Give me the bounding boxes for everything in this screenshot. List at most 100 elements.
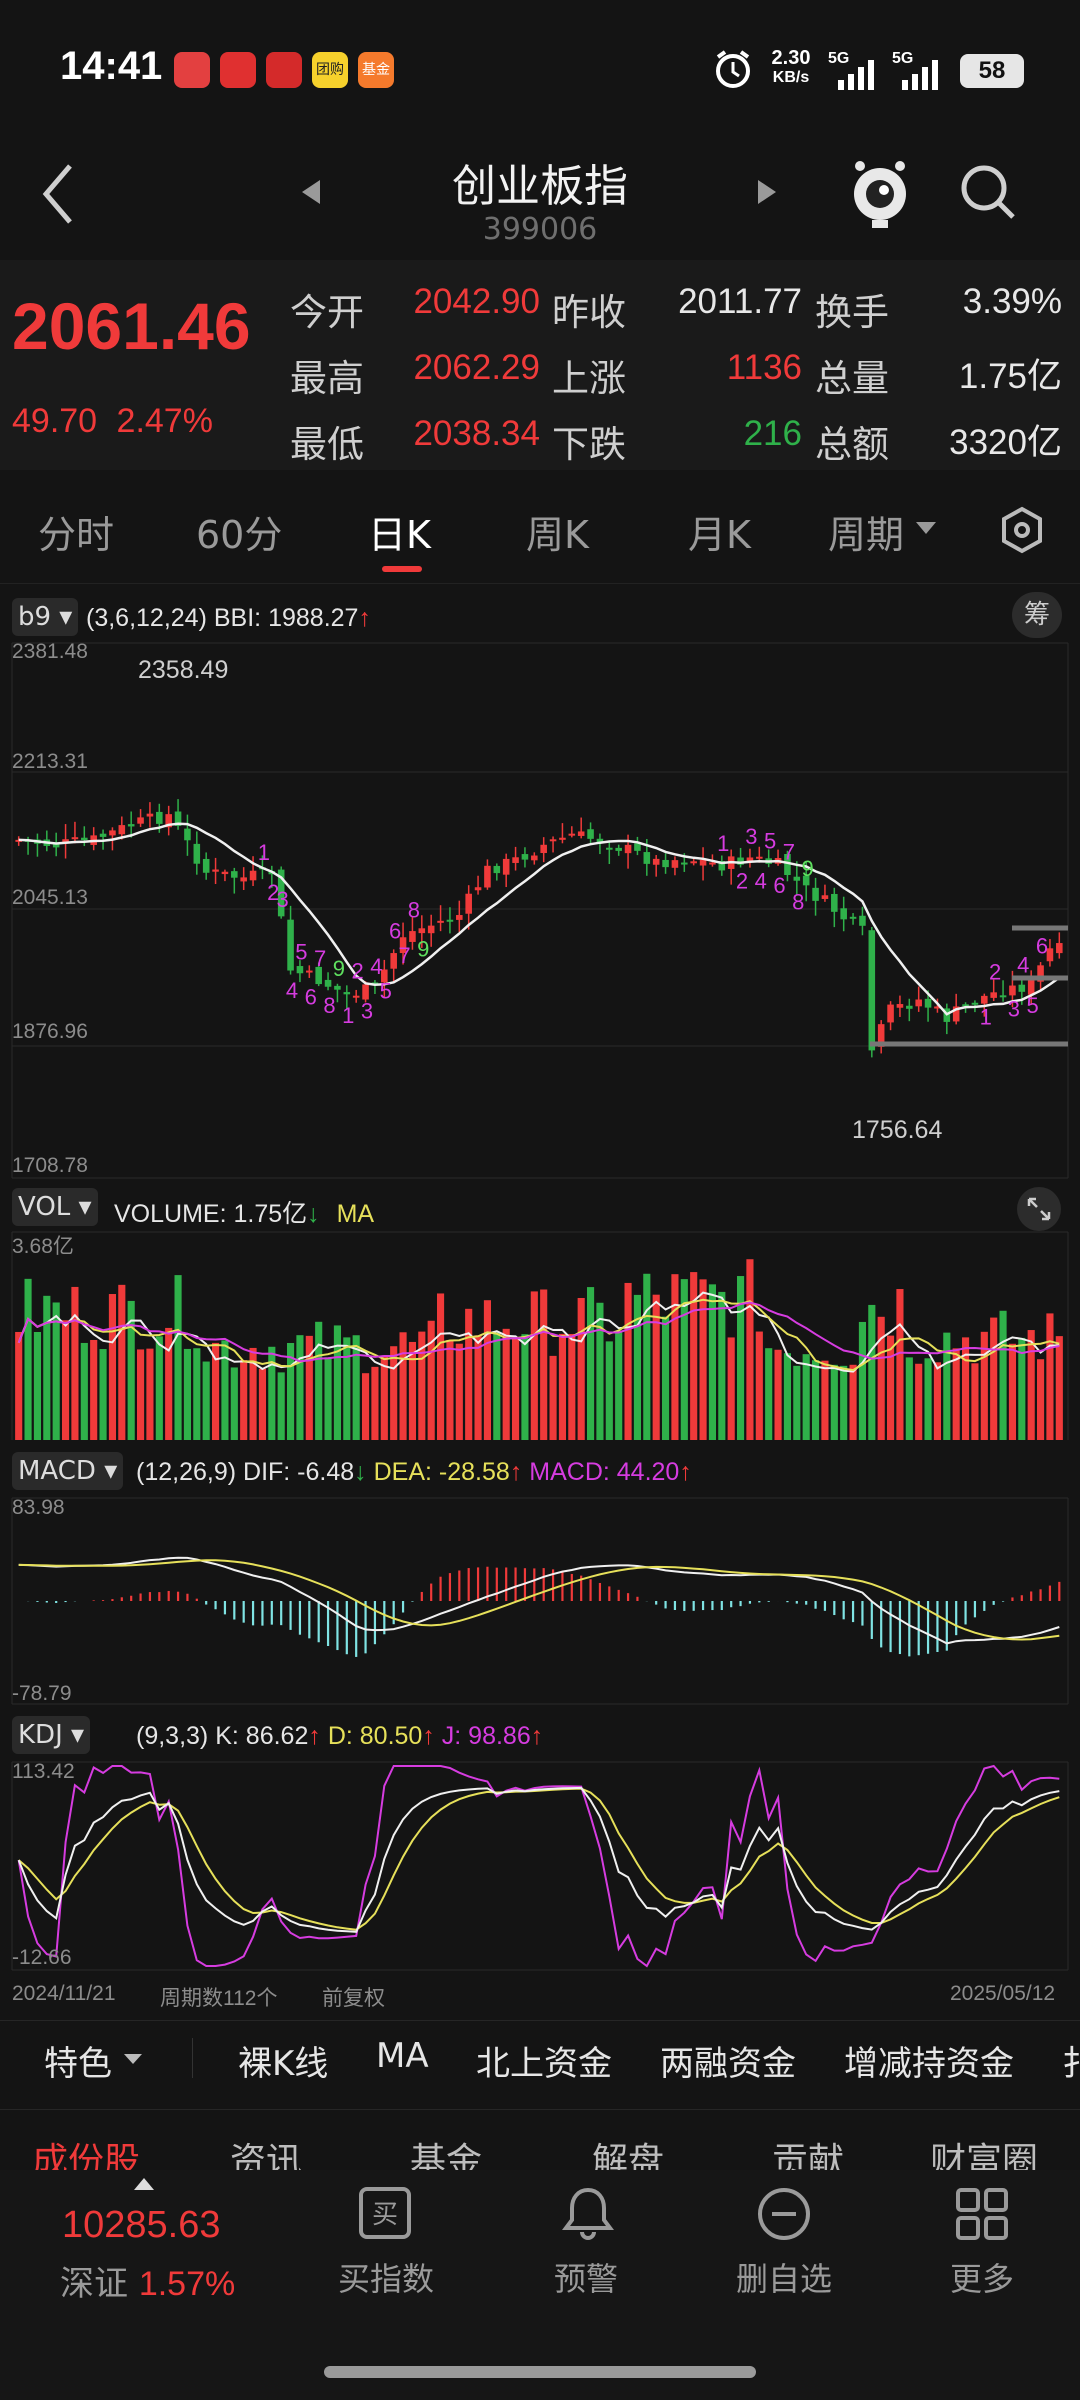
volume-bar <box>530 1291 538 1440</box>
volume-bar <box>118 1284 126 1440</box>
buy-index-icon[interactable]: 买 <box>358 2186 412 2240</box>
volume-bar <box>258 1368 266 1440</box>
macd-chart[interactable] <box>0 1496 1080 1706</box>
volume-bar <box>333 1325 341 1440</box>
volume-bar <box>755 1331 763 1440</box>
nav-buy-index[interactable]: 买指数 <box>337 2260 434 2298</box>
candle-body <box>465 893 472 914</box>
td-sequence-label: 7 <box>398 943 410 968</box>
tab-monthly-k[interactable]: 月K <box>688 513 751 557</box>
td-sequence-label: 5 <box>295 939 307 964</box>
volume-bar <box>587 1287 595 1440</box>
candle-body <box>999 995 1007 998</box>
back-arrow-icon[interactable] <box>40 162 76 226</box>
app-icon-fund: 基金 <box>358 52 394 88</box>
high-value: 2062.29 <box>413 348 540 387</box>
td-sequence-label: 5 <box>764 829 776 854</box>
volume-bar <box>371 1366 379 1440</box>
candle-body <box>971 1002 979 1005</box>
volume-bar <box>708 1284 716 1440</box>
volume-bar <box>924 1358 932 1440</box>
volume-bar <box>652 1294 660 1440</box>
feature-northbound[interactable]: 北上资金 <box>476 2044 612 2084</box>
grid-more-icon[interactable] <box>954 2186 1010 2242</box>
candle-body <box>634 843 641 851</box>
kdj-indicator-select[interactable]: KDJ ▾ <box>12 1716 91 1754</box>
advancers-value: 1136 <box>726 348 802 387</box>
volume-bar <box>212 1342 220 1440</box>
candle-body <box>840 908 847 920</box>
volume-bar <box>474 1335 482 1440</box>
feature-holdings-change[interactable]: 增减持资金 <box>844 2044 1014 2084</box>
volume-bar <box>558 1333 566 1440</box>
macd-indicator-select[interactable]: MACD ▾ <box>12 1452 124 1490</box>
td-sequence-label: 1 <box>258 840 270 865</box>
bbi-label: BBI: <box>213 604 262 632</box>
candle-body <box>52 842 60 848</box>
volume-bar <box>783 1353 791 1440</box>
candle-body <box>596 838 604 844</box>
bell-icon[interactable] <box>560 2184 616 2242</box>
kdj-chart[interactable] <box>0 1760 1080 1972</box>
volume-bar <box>774 1349 782 1440</box>
feature-naked-k[interactable]: 裸K线 <box>238 2044 329 2084</box>
td-sequence-label: 6 <box>305 985 317 1010</box>
nav-remove-watchlist[interactable]: 删自选 <box>735 2260 832 2298</box>
volume-bar <box>521 1334 529 1440</box>
feature-margin[interactable]: 两融资金 <box>660 2044 796 2084</box>
prev-arrow-icon[interactable] <box>300 178 322 206</box>
period-high-label: 2358.49 <box>138 656 229 684</box>
volume-bar <box>643 1273 651 1440</box>
tab-daily-k[interactable]: 日K <box>368 513 431 557</box>
volume-bar <box>662 1316 670 1440</box>
volume-bar <box>399 1332 407 1440</box>
tab-period[interactable]: 周期 <box>828 513 905 557</box>
td-sequence-label: 4 <box>1017 953 1029 978</box>
candle-body <box>437 920 444 923</box>
tab-weekly-k[interactable]: 周K <box>526 513 589 557</box>
td-sequence-label: 2 <box>989 959 1001 984</box>
feature-more-cut[interactable]: 扌 <box>1062 2044 1080 2084</box>
td-sequence-label: 2 <box>352 959 364 984</box>
volume-bar <box>80 1342 88 1440</box>
candle-body <box>981 995 988 1004</box>
remove-watchlist-icon[interactable] <box>756 2186 812 2242</box>
mascot-icon[interactable] <box>848 158 912 230</box>
settings-hex-icon[interactable] <box>998 506 1046 554</box>
volume-value: 1.75亿 <box>958 357 1062 396</box>
candle-body <box>793 876 801 881</box>
tab-60min[interactable]: 60分 <box>196 513 283 557</box>
td-sequence-label: 1 <box>717 831 729 856</box>
volume-bar <box>540 1289 548 1440</box>
bottom-index-value[interactable]: 10285.63 <box>62 2204 221 2246</box>
open-value: 2042.90 <box>413 282 540 321</box>
expand-up-icon[interactable] <box>132 2176 156 2192</box>
quote-panel <box>0 260 1080 470</box>
stock-code: 399006 <box>482 212 598 247</box>
nav-more[interactable]: 更多 <box>949 2260 1014 2298</box>
volume-bar <box>249 1347 257 1440</box>
candle-body <box>484 865 491 888</box>
volume-bar <box>830 1364 838 1440</box>
volume-bar <box>137 1349 145 1440</box>
expand-icon[interactable] <box>1016 1186 1062 1232</box>
next-arrow-icon[interactable] <box>756 178 778 206</box>
nav-alert[interactable]: 预警 <box>553 2260 618 2298</box>
chip-distribution-button[interactable]: 筹 <box>1012 592 1062 638</box>
home-indicator[interactable] <box>324 2366 756 2378</box>
prev-close-label: 昨收 <box>552 291 626 334</box>
volume-bar <box>671 1274 679 1440</box>
main-indicator-select[interactable]: b9 ▾ <box>12 598 79 636</box>
vol-indicator-select[interactable]: VOL ▾ <box>12 1188 98 1226</box>
volume-chart[interactable] <box>0 1230 1080 1442</box>
tab-intraday[interactable]: 分时 <box>38 513 115 557</box>
volume-bar <box>615 1331 623 1440</box>
search-icon[interactable] <box>958 162 1018 222</box>
amount-label: 总额 <box>815 423 889 466</box>
feature-special[interactable]: 特色 <box>44 2044 112 2084</box>
volume-bar <box>812 1360 820 1440</box>
volume-bar <box>1055 1336 1063 1440</box>
feature-ma[interactable]: MA <box>376 2036 429 2076</box>
volume-bar <box>455 1343 463 1440</box>
